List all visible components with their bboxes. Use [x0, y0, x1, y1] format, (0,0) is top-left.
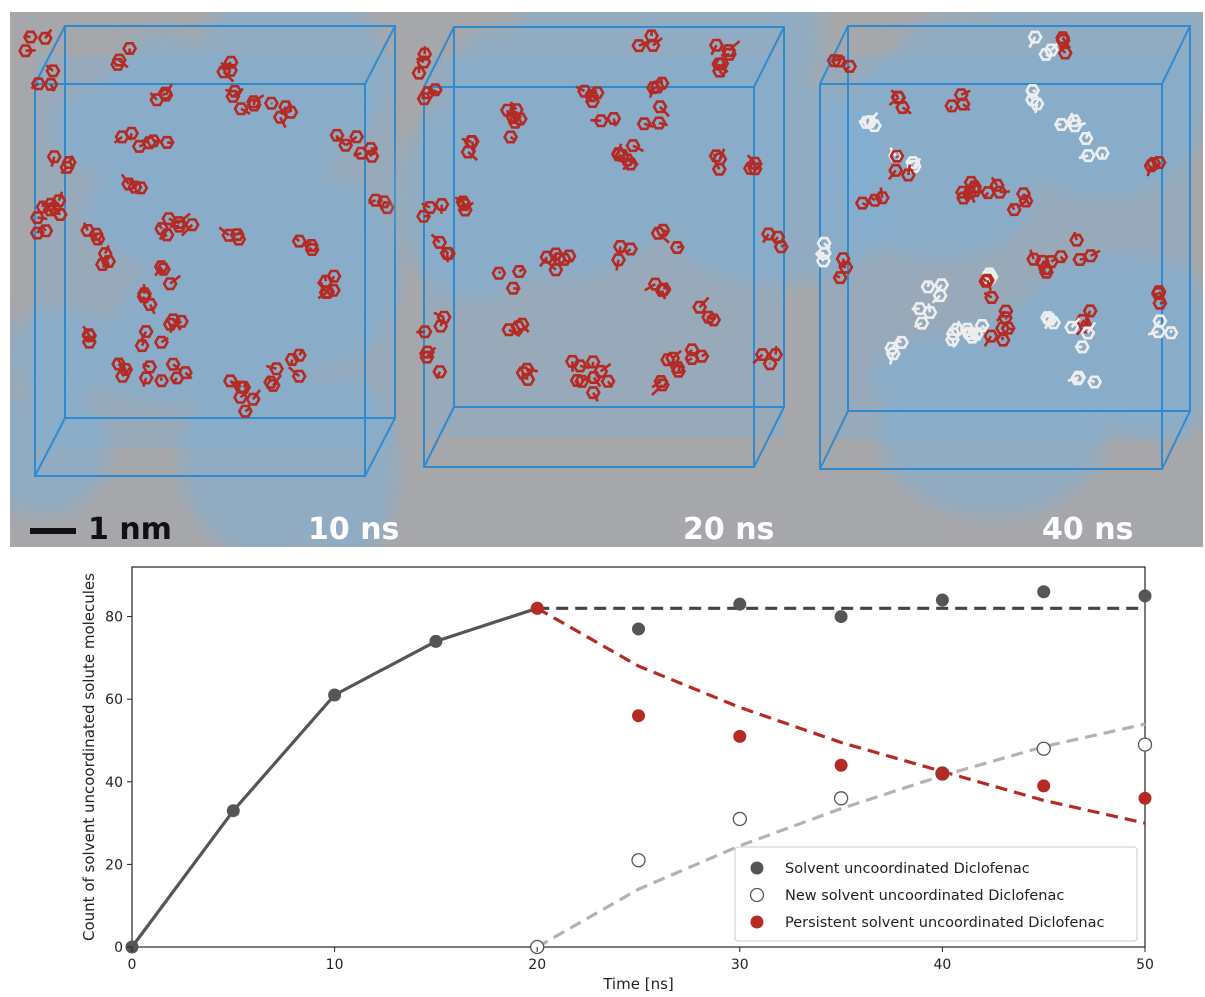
simulation-box-40ns: [816, 12, 1203, 516]
new-solvent-uncoordinated-point: [632, 854, 645, 867]
persistent-solvent-uncoordinated-point: [632, 709, 645, 722]
solvent-uncoordinated-point: [1037, 585, 1050, 598]
persistent-solvent-uncoordinated-point: [1139, 792, 1152, 805]
simulation-box-10ns: [10, 12, 399, 547]
solvent-uncoordinated-point: [429, 635, 442, 648]
y-axis-label: Count of solvent uncoordinated solute mo…: [80, 573, 98, 941]
frame-label-10ns: 10 ns: [308, 512, 399, 547]
frame-label-20ns: 20 ns: [683, 512, 774, 547]
y-tick-label: 80: [105, 610, 123, 626]
scale-bar: [30, 528, 76, 534]
x-tick-label: 10: [326, 957, 344, 973]
simulation-snapshots-graphic: [10, 12, 1203, 547]
scale-bar-label: 1 nm: [88, 512, 172, 547]
legend-label-solvent-uncoordinated: Solvent uncoordinated Diclofenac: [785, 861, 1030, 877]
persistent-solvent-uncoordinated-point: [835, 759, 848, 772]
y-tick-label: 0: [114, 940, 123, 956]
y-tick-label: 40: [105, 775, 123, 791]
legend-label-persistent-solvent-uncoordinated: Persistent solvent uncoordinated Diclofe…: [785, 915, 1104, 931]
legend: Solvent uncoordinated Diclofenac New solv…: [735, 847, 1137, 941]
chart: 0 10 20 30 40 50 0 20 40 60 80 Time [ns] Count of …: [0, 555, 1205, 993]
solvent-uncoordinated-point: [835, 610, 848, 623]
solvent-uncoordinated-point: [632, 622, 645, 635]
simulation-box-20ns: [394, 12, 886, 467]
solvent-uncoordinated-point: [733, 598, 746, 611]
y-tick-label: 60: [105, 692, 123, 708]
x-tick-label: 0: [128, 957, 137, 973]
new-solvent-uncoordinated-point: [1037, 742, 1050, 755]
new-solvent-uncoordinated-point: [835, 792, 848, 805]
trend-line-dashed: [537, 608, 1145, 823]
legend-label-new-solvent-uncoordinated: New solvent uncoordinated Diclofenac: [785, 888, 1064, 904]
y-tick-label: 20: [105, 857, 123, 873]
persistent-solvent-uncoordinated-point: [936, 767, 949, 780]
x-tick-label: 40: [933, 957, 951, 973]
persistent-molecule: [20, 29, 52, 55]
solvent-uncoordinated-point: [227, 804, 240, 817]
solvent-uncoordinated-point: [1139, 589, 1152, 602]
chart-svg: 0 10 20 30 40 50 0 20 40 60 80 Time [ns] Count of …: [0, 555, 1205, 993]
x-tick-label: 50: [1136, 957, 1154, 973]
simulation-boxes: [10, 12, 1203, 547]
solvent-uncoordinated-point: [328, 689, 341, 702]
x-tick-label: 20: [528, 957, 546, 973]
persistent-solvent-uncoordinated-point: [531, 602, 544, 615]
frame-label-40ns: 40 ns: [1042, 512, 1133, 547]
new-solvent-uncoordinated-point: [733, 812, 746, 825]
persistent-solvent-uncoordinated-point: [733, 730, 746, 743]
x-tick-label: 30: [731, 957, 749, 973]
x-axis-label: Time [ns]: [602, 975, 674, 993]
legend-marker-persistent-solvent-uncoordinated: [751, 916, 764, 929]
simulation-snapshots-panel: 1 nm 10 ns 20 ns 40 ns: [10, 12, 1203, 547]
persistent-solvent-uncoordinated-point: [1037, 779, 1050, 792]
trend-line-solid: [132, 608, 537, 947]
solvent-uncoordinated-point: [936, 594, 949, 607]
legend-marker-solvent-uncoordinated: [751, 862, 764, 875]
legend-marker-new-solvent-uncoordinated: [751, 889, 764, 902]
new-solvent-uncoordinated-point: [1139, 738, 1152, 751]
